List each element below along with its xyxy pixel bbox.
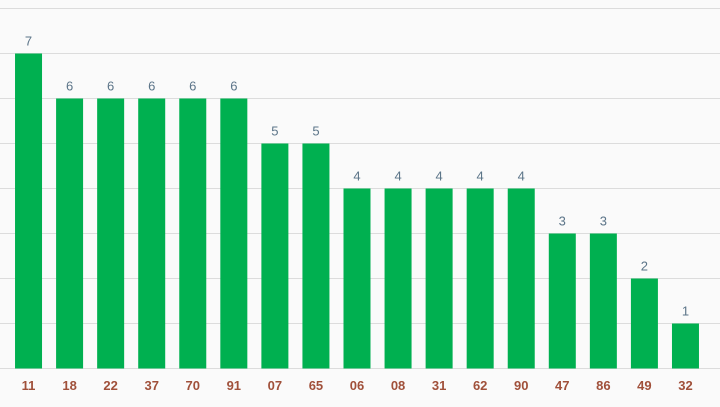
bar-32 <box>671 323 699 369</box>
data-label-11: 7 <box>25 34 32 49</box>
bar-90 <box>507 188 535 369</box>
x-tick-label-86: 86 <box>596 378 610 393</box>
bar-07 <box>261 143 289 369</box>
x-tick-label-90: 90 <box>514 378 528 393</box>
x-tick-label-65: 65 <box>309 378 323 393</box>
x-tick-label-49: 49 <box>637 378 651 393</box>
data-label-90: 4 <box>518 169 525 184</box>
data-label-70: 6 <box>189 79 196 94</box>
value-labels: 7 6 6 6 6 6 5 5 4 4 4 4 4 3 3 2 1 <box>25 34 689 319</box>
x-tick-label-37: 37 <box>144 378 158 393</box>
x-tick-label-18: 18 <box>62 378 76 393</box>
x-tick-label-62: 62 <box>473 378 487 393</box>
bar-47 <box>548 233 576 369</box>
data-label-32: 1 <box>682 304 689 319</box>
bar-18 <box>56 98 84 369</box>
bar-86 <box>589 233 617 369</box>
bar-08 <box>384 188 412 369</box>
data-label-07: 5 <box>271 124 278 139</box>
x-tick-label-06: 06 <box>350 378 364 393</box>
data-label-31: 4 <box>436 169 443 184</box>
data-label-86: 3 <box>600 214 607 229</box>
bar-22 <box>97 98 125 369</box>
x-tick-label-07: 07 <box>268 378 282 393</box>
bar-62 <box>466 188 494 369</box>
bars <box>15 53 699 369</box>
data-label-08: 4 <box>394 169 401 184</box>
data-label-47: 3 <box>559 214 566 229</box>
data-label-37: 6 <box>148 79 155 94</box>
data-label-22: 6 <box>107 79 114 94</box>
data-label-18: 6 <box>66 79 73 94</box>
x-tick-label-32: 32 <box>678 378 692 393</box>
data-label-65: 5 <box>312 124 319 139</box>
bar-65 <box>302 143 330 369</box>
data-label-91: 6 <box>230 79 237 94</box>
data-label-06: 4 <box>353 169 360 184</box>
x-tick-label-11: 11 <box>22 378 36 393</box>
x-tick-label-91: 91 <box>227 378 241 393</box>
bar-49 <box>630 278 658 369</box>
bar-37 <box>138 98 166 369</box>
x-tick-label-22: 22 <box>103 378 117 393</box>
x-axis-tick-labels: 11 18 22 37 70 91 07 65 06 08 31 62 90 47 86 49 32 <box>22 378 693 393</box>
x-tick-label-08: 08 <box>391 378 405 393</box>
data-label-49: 2 <box>641 259 648 274</box>
x-tick-label-31: 31 <box>432 378 446 393</box>
data-label-62: 4 <box>477 169 484 184</box>
bar-06 <box>343 188 371 369</box>
bar-70 <box>179 98 207 369</box>
x-tick-label-70: 70 <box>186 378 200 393</box>
bar-91 <box>220 98 248 369</box>
bar-11 <box>15 53 43 369</box>
x-tick-label-47: 47 <box>555 378 569 393</box>
bar-31 <box>425 188 453 369</box>
